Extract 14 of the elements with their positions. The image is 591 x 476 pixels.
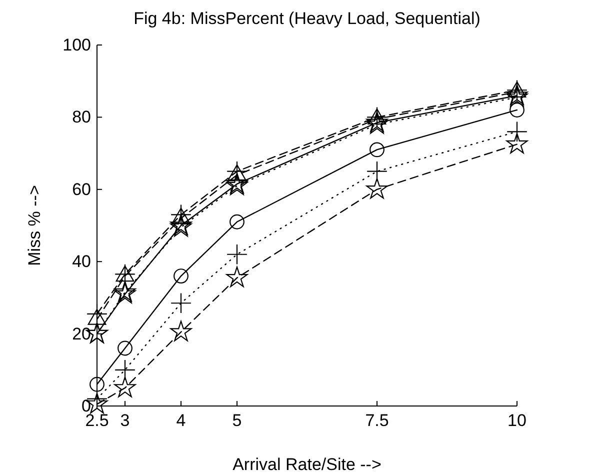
x-tick-label: 2.5 [85, 411, 109, 430]
x-tick-label: 4 [176, 411, 186, 430]
x-axis-title: Arrival Rate/Site --> [232, 455, 382, 474]
y-tick-label: 60 [72, 180, 91, 199]
x-tick-label: 3 [120, 411, 130, 430]
x-tick-label: 5 [232, 411, 242, 430]
chart-title: Fig 4b: MissPercent (Heavy Load, Sequential) [134, 9, 480, 28]
x-tick-label: 10 [508, 411, 526, 430]
y-tick-label: 100 [62, 35, 91, 54]
y-tick-label: 80 [72, 108, 91, 127]
y-tick-label: 40 [72, 252, 91, 272]
x-tick-label: 7.5 [365, 411, 389, 430]
y-axis-title: Miss % --> [25, 185, 44, 266]
y-tick-label: 20 [72, 324, 91, 344]
